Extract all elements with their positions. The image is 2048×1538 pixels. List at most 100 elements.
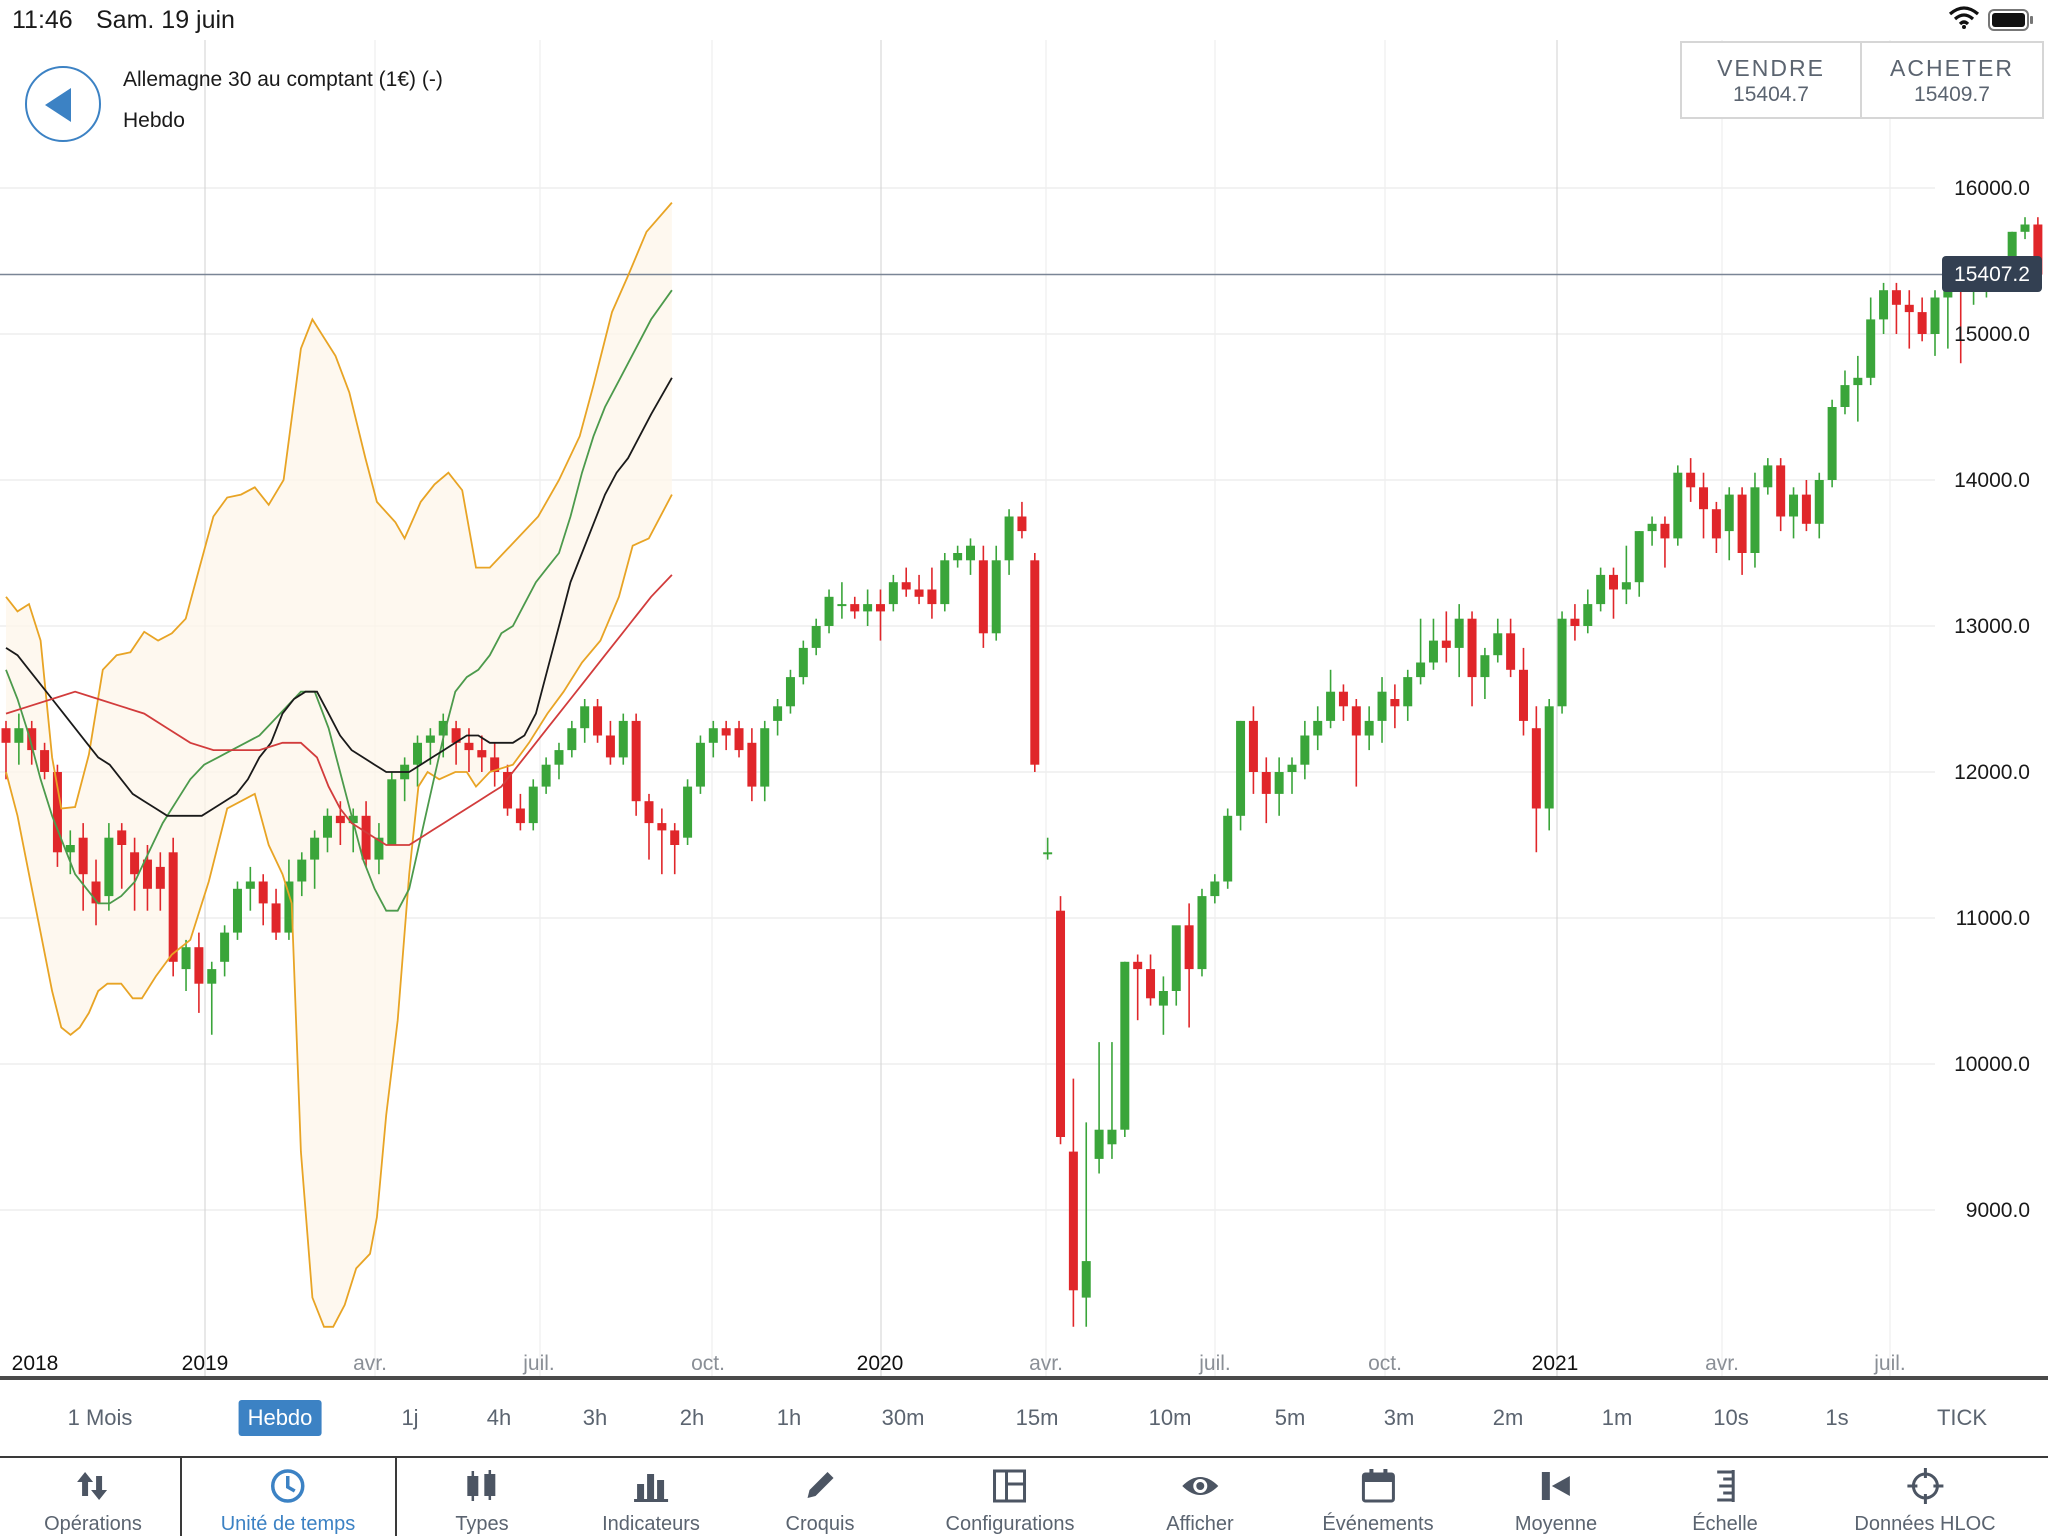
candle xyxy=(528,779,538,831)
candle xyxy=(1621,545,1631,605)
timeframe-1-mois[interactable]: 1 Mois xyxy=(67,1405,133,1430)
timeframe-15m[interactable]: 15m xyxy=(1015,1405,1059,1430)
toolbar-clock[interactable]: Unité de temps xyxy=(221,1458,355,1538)
candle xyxy=(1634,531,1644,597)
status-time: 11:46 xyxy=(12,6,73,34)
candle-body xyxy=(220,932,230,962)
candle-body xyxy=(1866,319,1876,378)
candle xyxy=(1879,282,1889,334)
candle-body xyxy=(65,845,75,853)
candle-body xyxy=(168,852,178,962)
candle xyxy=(1300,720,1310,780)
candle xyxy=(1094,1042,1104,1174)
candle xyxy=(1801,480,1811,532)
candle xyxy=(1686,458,1696,502)
tab-divider xyxy=(180,1456,182,1536)
toolbar-bars[interactable]: Indicateurs xyxy=(602,1458,700,1538)
timeframe-1s[interactable]: 1s xyxy=(1825,1405,1849,1430)
timeframe-1j[interactable]: 1j xyxy=(401,1405,419,1430)
candle-body xyxy=(1557,618,1567,707)
candle-body xyxy=(875,604,885,612)
toolbar-pencil[interactable]: Croquis xyxy=(786,1458,854,1538)
toolbar-arrows-updown[interactable]: Opérations xyxy=(44,1458,142,1538)
candle xyxy=(824,589,834,634)
candle xyxy=(1416,618,1426,685)
buy-price: 15409.7 xyxy=(1914,83,1990,106)
candle xyxy=(1146,954,1156,1006)
buy-button[interactable]: ACHETER 15409.7 xyxy=(1862,41,2044,119)
candle xyxy=(14,713,24,765)
line-ma_green xyxy=(5,289,673,912)
toolbar-scale[interactable]: Échelle xyxy=(1692,1458,1758,1538)
current-price-tag xyxy=(1942,256,2042,292)
candle-body xyxy=(1004,516,1014,561)
candle-body xyxy=(1454,618,1464,648)
timeframe-2h[interactable]: 2h xyxy=(679,1405,705,1430)
candle xyxy=(541,757,551,794)
timeframe-1h[interactable]: 1h xyxy=(776,1405,802,1430)
candle xyxy=(1326,669,1336,729)
candle xyxy=(747,728,757,802)
timeframe-30m[interactable]: 30m xyxy=(881,1405,925,1430)
candle-body xyxy=(798,647,808,678)
toolbar-label: Échelle xyxy=(1692,1513,1758,1535)
toolbar-eye[interactable]: Afficher xyxy=(1166,1458,1234,1538)
candle xyxy=(1724,487,1734,561)
x-tick-label: juil. xyxy=(522,1352,555,1375)
candle-body xyxy=(1673,472,1683,539)
sell-button[interactable]: VENDRE 15404.7 xyxy=(1680,41,1862,119)
candle xyxy=(1441,611,1451,663)
candle xyxy=(1364,706,1374,751)
toolbar-label: Données HLOC xyxy=(1854,1513,1996,1535)
candle-body xyxy=(1583,604,1593,626)
candle-body xyxy=(477,750,487,758)
eye-icon xyxy=(1181,1477,1218,1495)
candle xyxy=(966,538,975,575)
candle-body xyxy=(1814,480,1824,524)
line-ma_black xyxy=(5,377,673,817)
candle-body xyxy=(1879,290,1889,320)
candle-body xyxy=(155,866,165,889)
timeframe-2m[interactable]: 2m xyxy=(1492,1405,1524,1430)
candle-body xyxy=(1,728,11,743)
candle xyxy=(1660,516,1670,568)
candle xyxy=(1,720,11,780)
timeframe-10m[interactable]: 10m xyxy=(1148,1405,1192,1430)
candle-body xyxy=(567,728,577,751)
timeframe-hebdo[interactable]: Hebdo xyxy=(238,1400,322,1436)
back-button[interactable] xyxy=(25,66,101,142)
candle-body xyxy=(1518,669,1528,721)
price-chart[interactable]: 16000.0 15000.0 14000.0 13000.0 12000.0 11000… xyxy=(0,0,2048,1378)
candle xyxy=(413,735,423,787)
candle-body xyxy=(670,830,680,845)
layout-icon xyxy=(993,1469,1027,1503)
y-tick-label: 15000.0 xyxy=(1954,323,2030,346)
candle-body xyxy=(1776,465,1786,517)
candle-body xyxy=(811,626,821,648)
candle xyxy=(708,720,718,758)
candle xyxy=(194,932,204,1013)
candle-body xyxy=(490,757,500,772)
toolbar-label: Événements xyxy=(1322,1513,1434,1535)
timeframe-3m[interactable]: 3m xyxy=(1383,1405,1415,1430)
timeframe-4h[interactable]: 4h xyxy=(486,1405,512,1430)
scale-icon xyxy=(1716,1470,1735,1502)
toolbar-layout[interactable]: Configurations xyxy=(945,1458,1075,1538)
candle-body xyxy=(683,786,693,838)
candle-body xyxy=(824,596,834,626)
candle xyxy=(1917,297,1927,342)
toolbar-label: Configurations xyxy=(945,1513,1075,1535)
timeframe-1m[interactable]: 1m xyxy=(1601,1405,1633,1430)
toolbar-candles[interactable]: Types xyxy=(455,1458,509,1538)
timeframe-tick[interactable]: TICK xyxy=(1936,1405,1988,1430)
candle xyxy=(155,852,165,911)
timeframe-5m[interactable]: 5m xyxy=(1274,1405,1306,1430)
candle-body xyxy=(966,545,975,561)
candle xyxy=(940,553,950,612)
candle-body xyxy=(734,728,744,751)
timeframe-3h[interactable]: 3h xyxy=(582,1405,608,1430)
toolbar-average[interactable]: Moyenne xyxy=(1515,1458,1597,1538)
toolbar-calendar[interactable]: Événements xyxy=(1322,1458,1434,1538)
toolbar-crosshair[interactable]: Données HLOC xyxy=(1854,1458,1996,1538)
timeframe-10s[interactable]: 10s xyxy=(1713,1405,1749,1430)
